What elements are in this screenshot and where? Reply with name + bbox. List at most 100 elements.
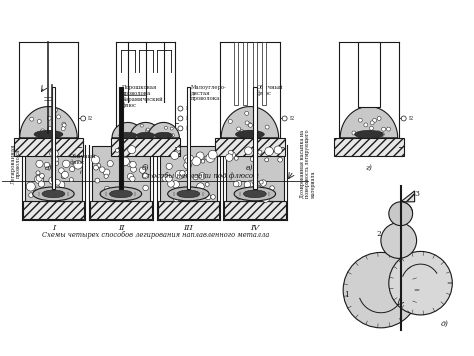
Polygon shape	[262, 42, 266, 105]
Circle shape	[143, 185, 148, 191]
Circle shape	[128, 146, 136, 154]
Circle shape	[168, 180, 174, 187]
Text: 2: 2	[377, 230, 382, 237]
Circle shape	[49, 177, 56, 184]
Circle shape	[237, 194, 242, 199]
Circle shape	[193, 191, 200, 198]
Circle shape	[376, 131, 380, 135]
Circle shape	[234, 156, 238, 160]
Circle shape	[47, 127, 52, 131]
Text: б): б)	[142, 164, 149, 172]
Circle shape	[120, 130, 124, 133]
Circle shape	[254, 167, 257, 171]
Text: 1: 1	[344, 291, 349, 299]
Ellipse shape	[168, 187, 209, 201]
Polygon shape	[119, 87, 123, 189]
Text: II: II	[118, 224, 124, 232]
Circle shape	[244, 181, 251, 188]
Circle shape	[241, 190, 248, 198]
Ellipse shape	[100, 187, 142, 201]
Circle shape	[178, 106, 183, 111]
Circle shape	[183, 155, 190, 161]
Circle shape	[380, 132, 384, 136]
Circle shape	[184, 171, 190, 176]
Ellipse shape	[177, 190, 200, 198]
Circle shape	[70, 167, 75, 172]
Circle shape	[377, 116, 381, 120]
Polygon shape	[130, 122, 162, 138]
Circle shape	[167, 133, 170, 136]
Polygon shape	[160, 146, 217, 201]
Circle shape	[130, 176, 135, 182]
Circle shape	[54, 108, 57, 112]
Circle shape	[37, 119, 41, 124]
Circle shape	[139, 167, 146, 173]
Circle shape	[250, 130, 254, 134]
Circle shape	[197, 183, 204, 190]
Polygon shape	[112, 122, 144, 138]
Circle shape	[206, 153, 215, 162]
Circle shape	[258, 150, 262, 154]
Text: Способы наплавки под флюсом: Способы наплавки под флюсом	[142, 172, 259, 180]
Circle shape	[254, 130, 258, 134]
Circle shape	[41, 129, 45, 133]
Circle shape	[93, 165, 99, 170]
Circle shape	[245, 181, 253, 189]
Polygon shape	[253, 87, 256, 189]
Circle shape	[62, 171, 68, 178]
Circle shape	[35, 175, 44, 184]
Circle shape	[188, 155, 193, 161]
Circle shape	[26, 182, 35, 191]
Text: I2: I2	[88, 116, 93, 121]
Circle shape	[125, 132, 128, 136]
Circle shape	[54, 161, 59, 166]
Circle shape	[53, 157, 58, 162]
Circle shape	[28, 193, 33, 198]
Circle shape	[233, 181, 239, 187]
Text: Керамический
флюс: Керамический флюс	[122, 96, 164, 108]
Circle shape	[211, 195, 215, 199]
Polygon shape	[215, 138, 284, 156]
Circle shape	[193, 175, 198, 180]
Polygon shape	[234, 42, 238, 105]
Circle shape	[57, 181, 65, 188]
Circle shape	[243, 189, 252, 197]
Circle shape	[245, 111, 249, 115]
Circle shape	[172, 181, 180, 188]
Circle shape	[36, 175, 42, 181]
Text: I2: I2	[409, 116, 414, 121]
Circle shape	[136, 134, 138, 137]
Circle shape	[121, 157, 129, 166]
Text: г): г)	[365, 164, 373, 172]
Circle shape	[367, 133, 371, 137]
Text: в): в)	[246, 164, 254, 172]
Circle shape	[178, 126, 183, 131]
Circle shape	[47, 194, 54, 200]
Circle shape	[175, 170, 184, 179]
Circle shape	[370, 121, 374, 125]
Circle shape	[142, 173, 148, 179]
Text: 3: 3	[415, 190, 419, 198]
Circle shape	[367, 133, 371, 137]
Polygon shape	[340, 106, 398, 138]
Polygon shape	[25, 146, 82, 201]
Circle shape	[245, 121, 249, 125]
Circle shape	[134, 191, 138, 195]
Circle shape	[127, 161, 132, 167]
Circle shape	[63, 160, 70, 168]
Circle shape	[228, 150, 233, 155]
Circle shape	[209, 150, 217, 159]
Text: Обычный
флюс: Обычный флюс	[257, 85, 283, 96]
Circle shape	[192, 157, 201, 166]
Circle shape	[171, 134, 174, 137]
Text: Схемы четырех способов легирования наплавленного металла: Схемы четырех способов легирования напла…	[42, 231, 269, 239]
Circle shape	[265, 147, 273, 156]
Circle shape	[165, 175, 172, 182]
Text: а): а)	[45, 164, 52, 172]
Circle shape	[226, 154, 233, 161]
Circle shape	[259, 180, 263, 184]
Circle shape	[47, 116, 51, 120]
Circle shape	[180, 171, 185, 176]
Circle shape	[196, 152, 204, 160]
Circle shape	[205, 182, 209, 187]
